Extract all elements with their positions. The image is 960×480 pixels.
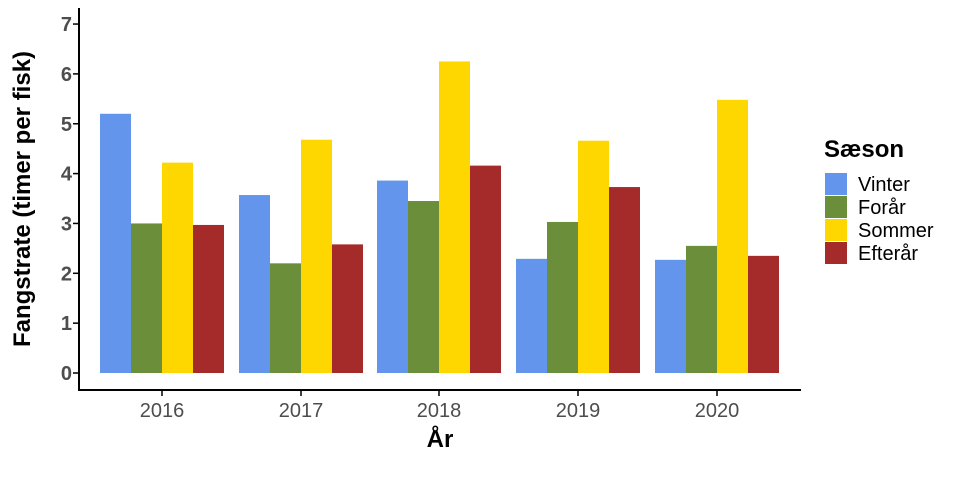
bar-2019-sommer (578, 140, 609, 373)
x-tick-label: 2017 (279, 400, 324, 422)
x-tick-label: 2018 (417, 400, 462, 422)
bar-2019-forår (547, 221, 578, 373)
legend-swatch-efterår (825, 242, 847, 264)
bar-2018-forår (408, 201, 439, 373)
legend-label-forår: Forår (858, 197, 906, 219)
bar-2020-sommer (717, 99, 748, 374)
y-tick-labels: 0 1 2 3 4 5 6 7 (61, 14, 79, 385)
bar-2020-vinter (655, 259, 686, 373)
legend-swatch-vinter (825, 173, 847, 195)
legend-swatch-forår (825, 196, 847, 218)
x-tick-labels: 2016 2017 2018 2019 2020 (140, 390, 740, 422)
legend-title: Sæson (824, 136, 904, 163)
bar-2018-vinter (377, 180, 408, 373)
bar-2017-sommer (301, 139, 332, 373)
legend-swatch-sommer (825, 219, 847, 241)
bars-layer (100, 61, 779, 374)
bar-2019-vinter (516, 258, 547, 373)
bar-2017-forår (270, 263, 301, 373)
x-tick-label: 2020 (695, 400, 740, 422)
bar-2017-efterår (332, 244, 363, 373)
legend-label-vinter: Vinter (858, 174, 910, 196)
bar-2019-efterår (609, 187, 640, 373)
legend-label-efterår: Efterår (858, 243, 918, 265)
bar-2018-sommer (439, 61, 470, 373)
y-tick-label: 3 (61, 213, 72, 235)
bar-2016-sommer (162, 162, 193, 373)
bar-2020-efterår (748, 255, 779, 373)
bar-2017-vinter (239, 195, 270, 373)
y-tick-label: 4 (61, 164, 73, 186)
bar-2016-forår (131, 223, 162, 373)
bar-2016-efterår (193, 224, 224, 373)
bar-2016-vinter (100, 113, 131, 373)
x-axis-title: År (427, 425, 454, 453)
y-tick-label: 7 (61, 14, 72, 36)
y-axis-title: Fangstrate (timer per fisk) (9, 51, 36, 347)
legend-label-sommer: Sommer (858, 220, 934, 242)
y-tick-label: 0 (61, 363, 72, 385)
bar-2018-efterår (470, 165, 501, 373)
y-tick-label: 6 (61, 64, 72, 86)
y-tick-label: 5 (61, 114, 72, 136)
y-tick-label: 2 (61, 263, 72, 285)
x-tick-label: 2016 (140, 400, 185, 422)
x-tick-label: 2019 (556, 400, 601, 422)
bar-2020-forår (686, 245, 717, 373)
y-tick-label: 1 (61, 313, 72, 335)
